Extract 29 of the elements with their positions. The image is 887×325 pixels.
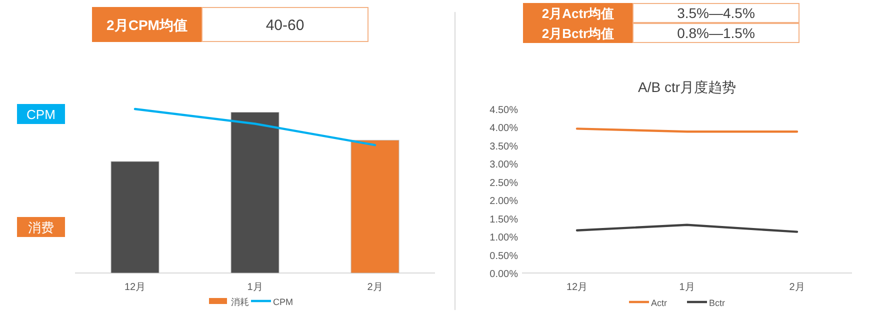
text: 40-60	[266, 17, 304, 34]
text: CPM	[26, 107, 56, 122]
y-tick-label: 1.00%	[490, 232, 518, 244]
text: 2月CPM均值	[106, 17, 188, 33]
y-tick-label: 3.00%	[490, 160, 518, 171]
x-tick-label: 12月	[566, 282, 588, 293]
legend-label: 消耗	[231, 297, 249, 307]
y-tick-label: 0.00%	[490, 269, 518, 280]
legend-label: Bctr	[709, 298, 726, 308]
text: 0.8%—1.5%	[677, 25, 755, 41]
y-tick-label: 3.50%	[490, 141, 518, 152]
y-tick-label: 4.50%	[490, 105, 518, 116]
y-tick-label: 2.50%	[490, 178, 518, 189]
text: 2月Bctr均值	[542, 26, 614, 41]
x-tick-label: 12月	[124, 282, 146, 293]
y-tick-label: 1.50%	[490, 214, 518, 226]
y-tick-label: 0.50%	[490, 250, 518, 262]
legend-label: Actr	[651, 298, 668, 308]
x-tick-label: 2月	[367, 282, 383, 293]
x-tick-label: 2月	[789, 282, 805, 293]
legend-label: CPM	[273, 297, 293, 307]
text: 消费	[28, 220, 54, 235]
x-tick-label: 1月	[679, 282, 695, 293]
text: 2月Actr均值	[542, 6, 614, 21]
chart-title: A/B ctr月度趋势	[638, 79, 736, 95]
text: 3.5%—4.5%	[677, 5, 755, 21]
x-tick-label: 1月	[247, 282, 263, 293]
y-tick-label: 4.00%	[490, 123, 518, 134]
y-tick-label: 2.00%	[490, 196, 518, 208]
